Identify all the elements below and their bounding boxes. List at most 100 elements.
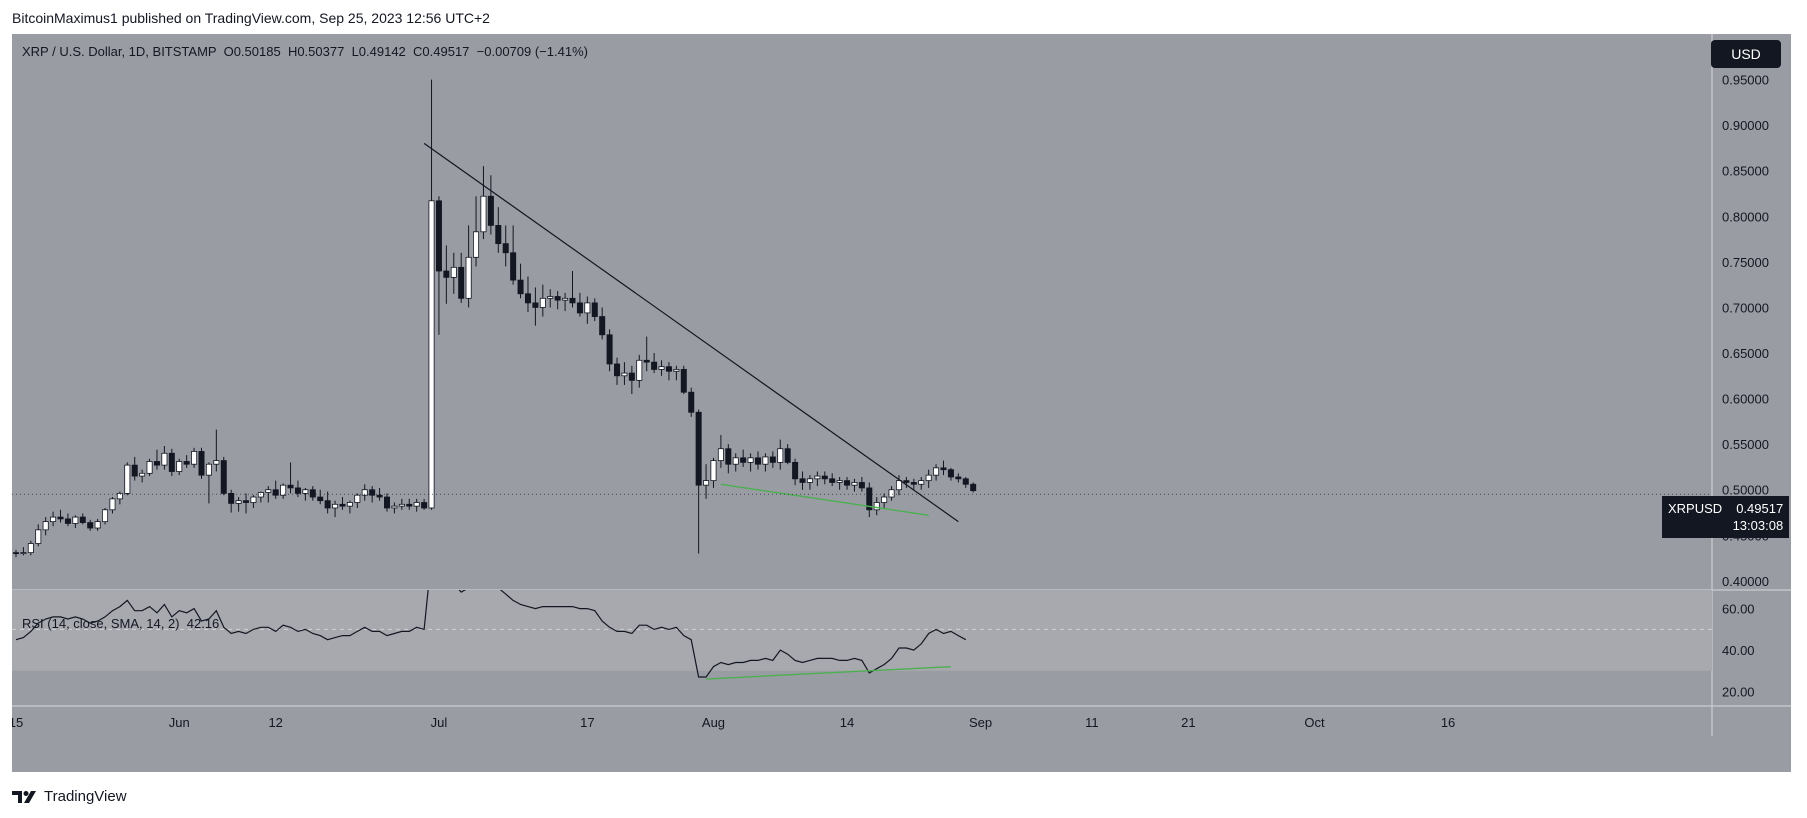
candle xyxy=(205,462,212,504)
candle-body-up xyxy=(50,516,57,523)
candle xyxy=(309,486,316,501)
candle-body-down xyxy=(324,500,331,509)
candle xyxy=(851,478,858,492)
candle-body-down xyxy=(510,252,517,281)
candle xyxy=(317,489,324,505)
candle xyxy=(243,493,250,514)
candle-body-down xyxy=(87,522,94,529)
candle-body-down xyxy=(383,496,390,509)
candle xyxy=(673,365,680,381)
candle-body-down xyxy=(910,482,917,485)
high-label: H xyxy=(287,44,298,59)
last-price-value: 0.49517 xyxy=(1736,501,1784,516)
candle xyxy=(628,365,635,395)
price-tick-label: 0.50000 xyxy=(1722,483,1769,498)
candle xyxy=(176,458,183,476)
candle-body-down xyxy=(57,516,64,520)
candle xyxy=(139,469,146,483)
candle-body-up xyxy=(398,503,405,507)
candle-body-up xyxy=(703,480,710,486)
candle-body-down xyxy=(443,270,450,278)
candle-body-up xyxy=(124,464,131,494)
candle xyxy=(680,365,687,395)
time-tick-label: 16 xyxy=(1441,715,1455,730)
candle-body-up xyxy=(109,498,116,511)
publisher-header: BitcoinMaximus1 published on TradingView… xyxy=(12,10,490,26)
chart-canvas[interactable]: 0.400000.450000.500000.550000.600000.650… xyxy=(12,34,1791,772)
candle xyxy=(888,486,895,501)
bar-countdown: 13:03:08 xyxy=(1732,518,1784,533)
candle-body-up xyxy=(176,461,183,472)
candle-body-down xyxy=(243,500,250,503)
candle xyxy=(161,445,168,470)
candle-body-up xyxy=(888,489,895,498)
candle xyxy=(339,497,346,510)
candle-body-up xyxy=(42,521,49,531)
price-tick-label: 0.80000 xyxy=(1722,209,1769,224)
candle-body-up xyxy=(836,480,843,483)
candle xyxy=(473,196,480,267)
candle-body-down xyxy=(435,200,442,272)
candle xyxy=(814,471,821,487)
candle xyxy=(784,444,791,465)
candle-body-up xyxy=(265,489,272,493)
candle-body-down xyxy=(599,316,606,336)
candle xyxy=(703,464,710,499)
candle xyxy=(324,491,331,514)
candle xyxy=(858,476,865,492)
candle xyxy=(376,487,383,501)
candle-body-up xyxy=(250,496,257,503)
candle-body-up xyxy=(851,482,858,486)
candle xyxy=(925,469,932,488)
candle-body-down xyxy=(64,518,71,524)
candle xyxy=(636,354,643,388)
candle-body-down xyxy=(376,494,383,498)
candle xyxy=(562,292,569,312)
candle-body-up xyxy=(205,463,212,476)
price-tick-label: 0.55000 xyxy=(1722,437,1769,452)
candle-body-down xyxy=(591,302,598,317)
candle xyxy=(569,270,576,308)
close-label: C xyxy=(413,44,423,59)
candle-body-up xyxy=(539,297,546,308)
candle-body-down xyxy=(688,391,695,413)
candle xyxy=(109,497,116,514)
candle-body-down xyxy=(665,366,672,372)
candle-body-down xyxy=(502,243,509,254)
candle xyxy=(510,225,517,285)
candle-body-down xyxy=(406,503,413,507)
candle-body-up xyxy=(428,200,435,509)
candle xyxy=(20,547,27,556)
candle-body-up xyxy=(732,457,739,465)
candle xyxy=(762,453,769,472)
candle xyxy=(755,451,762,470)
candle xyxy=(777,439,784,470)
candle xyxy=(27,540,34,556)
candle-body-down xyxy=(792,461,799,480)
candle-body-down xyxy=(369,489,376,496)
candle-body-down xyxy=(651,361,658,370)
footer: TradingView xyxy=(12,788,127,805)
candle-body-down xyxy=(962,478,969,485)
price-tick-label: 0.90000 xyxy=(1722,118,1769,133)
rsi-series xyxy=(15,590,967,678)
chart-area[interactable]: 0.400000.450000.500000.550000.600000.650… xyxy=(12,34,1791,772)
candle xyxy=(50,511,57,527)
candle xyxy=(903,476,910,488)
candle xyxy=(42,517,49,536)
footer-brand: TradingView xyxy=(44,788,127,805)
candle-body-down xyxy=(866,487,873,511)
candle xyxy=(35,524,42,547)
candle-body-down xyxy=(79,516,86,523)
candle xyxy=(257,491,264,503)
rsi-band xyxy=(12,590,1712,671)
symbol-title: XRP / U.S. Dollar, 1D, BITSTAMP xyxy=(22,44,217,59)
price-tick-label: 0.70000 xyxy=(1722,300,1769,315)
candle xyxy=(836,476,843,490)
candle-body-down xyxy=(643,359,650,363)
candle-body-down xyxy=(487,195,494,226)
candle xyxy=(235,497,242,512)
currency-button[interactable]: USD xyxy=(1711,40,1781,68)
candle xyxy=(821,471,828,485)
candle-body-down xyxy=(680,369,687,393)
